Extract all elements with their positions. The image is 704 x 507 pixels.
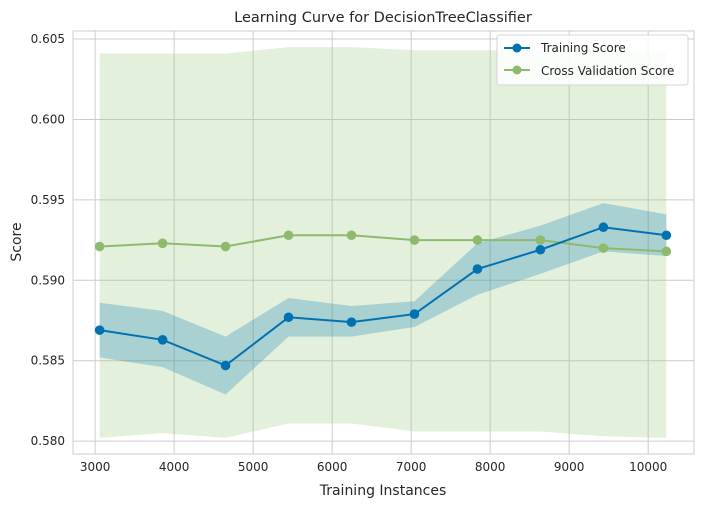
cv-score-point bbox=[535, 235, 546, 245]
y-tick-label: 0.605 bbox=[31, 32, 65, 46]
training-score-point bbox=[157, 335, 168, 345]
training-score-point bbox=[598, 222, 609, 233]
x-tick-label: 7000 bbox=[396, 460, 427, 474]
training-score-point bbox=[94, 325, 105, 335]
cv-score-point bbox=[598, 243, 609, 253]
cv-score-point bbox=[94, 241, 105, 252]
training-score-point bbox=[472, 264, 483, 274]
x-tick-label: 8000 bbox=[475, 460, 506, 474]
training-score-band bbox=[99, 203, 667, 395]
x-tick-label: 9000 bbox=[554, 460, 585, 474]
series-lines bbox=[99, 226, 667, 367]
cv-score-line bbox=[99, 234, 667, 253]
y-tick-label: 0.585 bbox=[31, 354, 65, 368]
grid bbox=[73, 31, 694, 454]
y-tick-label: 0.600 bbox=[31, 112, 65, 126]
x-axis-title: Training Instances bbox=[319, 483, 447, 499]
plot-area bbox=[72, 30, 695, 455]
y-axis-title: Score bbox=[9, 222, 25, 261]
legend-cv-marker bbox=[512, 65, 522, 75]
training-score-point bbox=[409, 309, 420, 319]
legend-training-marker bbox=[512, 43, 522, 53]
chart-title: Learning Curve for DecisionTreeClassifie… bbox=[234, 10, 532, 26]
x-tick-label: 3000 bbox=[80, 460, 111, 474]
cv-score-point bbox=[346, 230, 357, 241]
training-score-point bbox=[283, 312, 294, 323]
training-score-point bbox=[346, 317, 357, 327]
legend-training-label: Training Score bbox=[540, 41, 626, 55]
x-tick-label: 6000 bbox=[317, 460, 348, 474]
y-tick-label: 0.590 bbox=[31, 273, 65, 287]
y-tick-label: 0.580 bbox=[31, 434, 65, 448]
x-tick-label: 4000 bbox=[159, 460, 190, 474]
tick-labels: 3000 4000 5000 6000 7000 8000 9000 10000 0.580 0.… bbox=[31, 32, 668, 474]
cv-score-point bbox=[472, 235, 483, 245]
training-score-point bbox=[535, 244, 546, 255]
cv-score-point bbox=[157, 238, 168, 249]
series-points bbox=[94, 222, 672, 371]
training-score-line bbox=[99, 226, 667, 367]
legend: Training Score Cross Validation Score bbox=[496, 34, 689, 86]
cv-score-band bbox=[99, 47, 667, 438]
cv-score-point bbox=[409, 235, 420, 245]
x-tick-label: 10000 bbox=[629, 460, 667, 474]
cv-score-point bbox=[661, 246, 672, 257]
cv-score-point bbox=[283, 230, 294, 241]
training-score-point bbox=[661, 230, 672, 241]
legend-box bbox=[496, 34, 689, 86]
x-tick-label: 5000 bbox=[238, 460, 269, 474]
confidence-bands bbox=[99, 47, 667, 438]
cv-score-point bbox=[220, 241, 231, 252]
legend-cv-label: Cross Validation Score bbox=[541, 64, 674, 78]
y-tick-label: 0.595 bbox=[31, 193, 65, 207]
training-score-point bbox=[220, 360, 231, 371]
